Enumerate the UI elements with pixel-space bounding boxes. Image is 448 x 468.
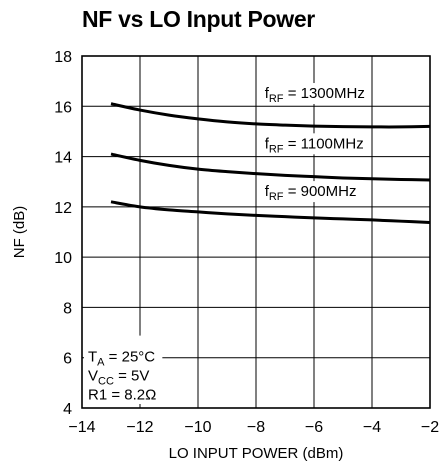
plot-frame xyxy=(81,55,431,409)
y-axis-label: NF (dB) xyxy=(11,206,28,259)
series-line xyxy=(110,102,431,129)
series-label-bg xyxy=(260,133,368,155)
series-label: fRF = 1300MHz xyxy=(265,85,365,105)
x-tick-label: −14 xyxy=(68,419,95,436)
chart-title: NF vs LO Input Power xyxy=(82,6,315,32)
series-label-bg xyxy=(260,83,369,105)
x-tick-label: −4 xyxy=(363,419,381,436)
x-tick-labels: −14 −12 −10 −8 −6 −4 −2 xyxy=(68,419,439,436)
series-label: fRF = 900MHz xyxy=(265,183,357,203)
y-tick-label: 14 xyxy=(54,150,72,167)
x-tick-label: −8 xyxy=(247,419,265,436)
conditions-bg xyxy=(84,335,163,404)
y-tick-labels: 4 6 8 10 12 14 16 18 xyxy=(54,49,72,418)
x-tick-label: −2 xyxy=(421,419,439,436)
series-line xyxy=(110,152,431,182)
series-line xyxy=(110,200,431,224)
y-tick-label: 18 xyxy=(54,49,72,66)
x-tick-label: −12 xyxy=(126,419,153,436)
y-tick-label: 10 xyxy=(54,250,72,267)
y-tick-label: 6 xyxy=(63,351,72,368)
y-tick-label: 16 xyxy=(54,99,72,116)
y-tick-label: 4 xyxy=(63,401,72,418)
x-tick-label: −6 xyxy=(305,419,323,436)
series-label: fRF = 1100MHz xyxy=(265,135,364,155)
condition-line: VCC = 5V xyxy=(88,368,149,388)
x-tick-label: −10 xyxy=(184,419,211,436)
condition-line: R1 = 8.2Ω xyxy=(88,387,156,404)
series-labels: fRF = 1300MHz fRF = 1100MHz fRF = 900MHz xyxy=(260,83,369,203)
y-tick-label: 8 xyxy=(63,300,72,317)
x-axis-label: LO INPUT POWER (dBm) xyxy=(169,445,344,462)
series-label-bg xyxy=(260,181,361,203)
series-lines xyxy=(110,102,431,224)
condition-line: TA = 25°C xyxy=(88,349,155,369)
y-tick-label: 12 xyxy=(54,200,72,217)
